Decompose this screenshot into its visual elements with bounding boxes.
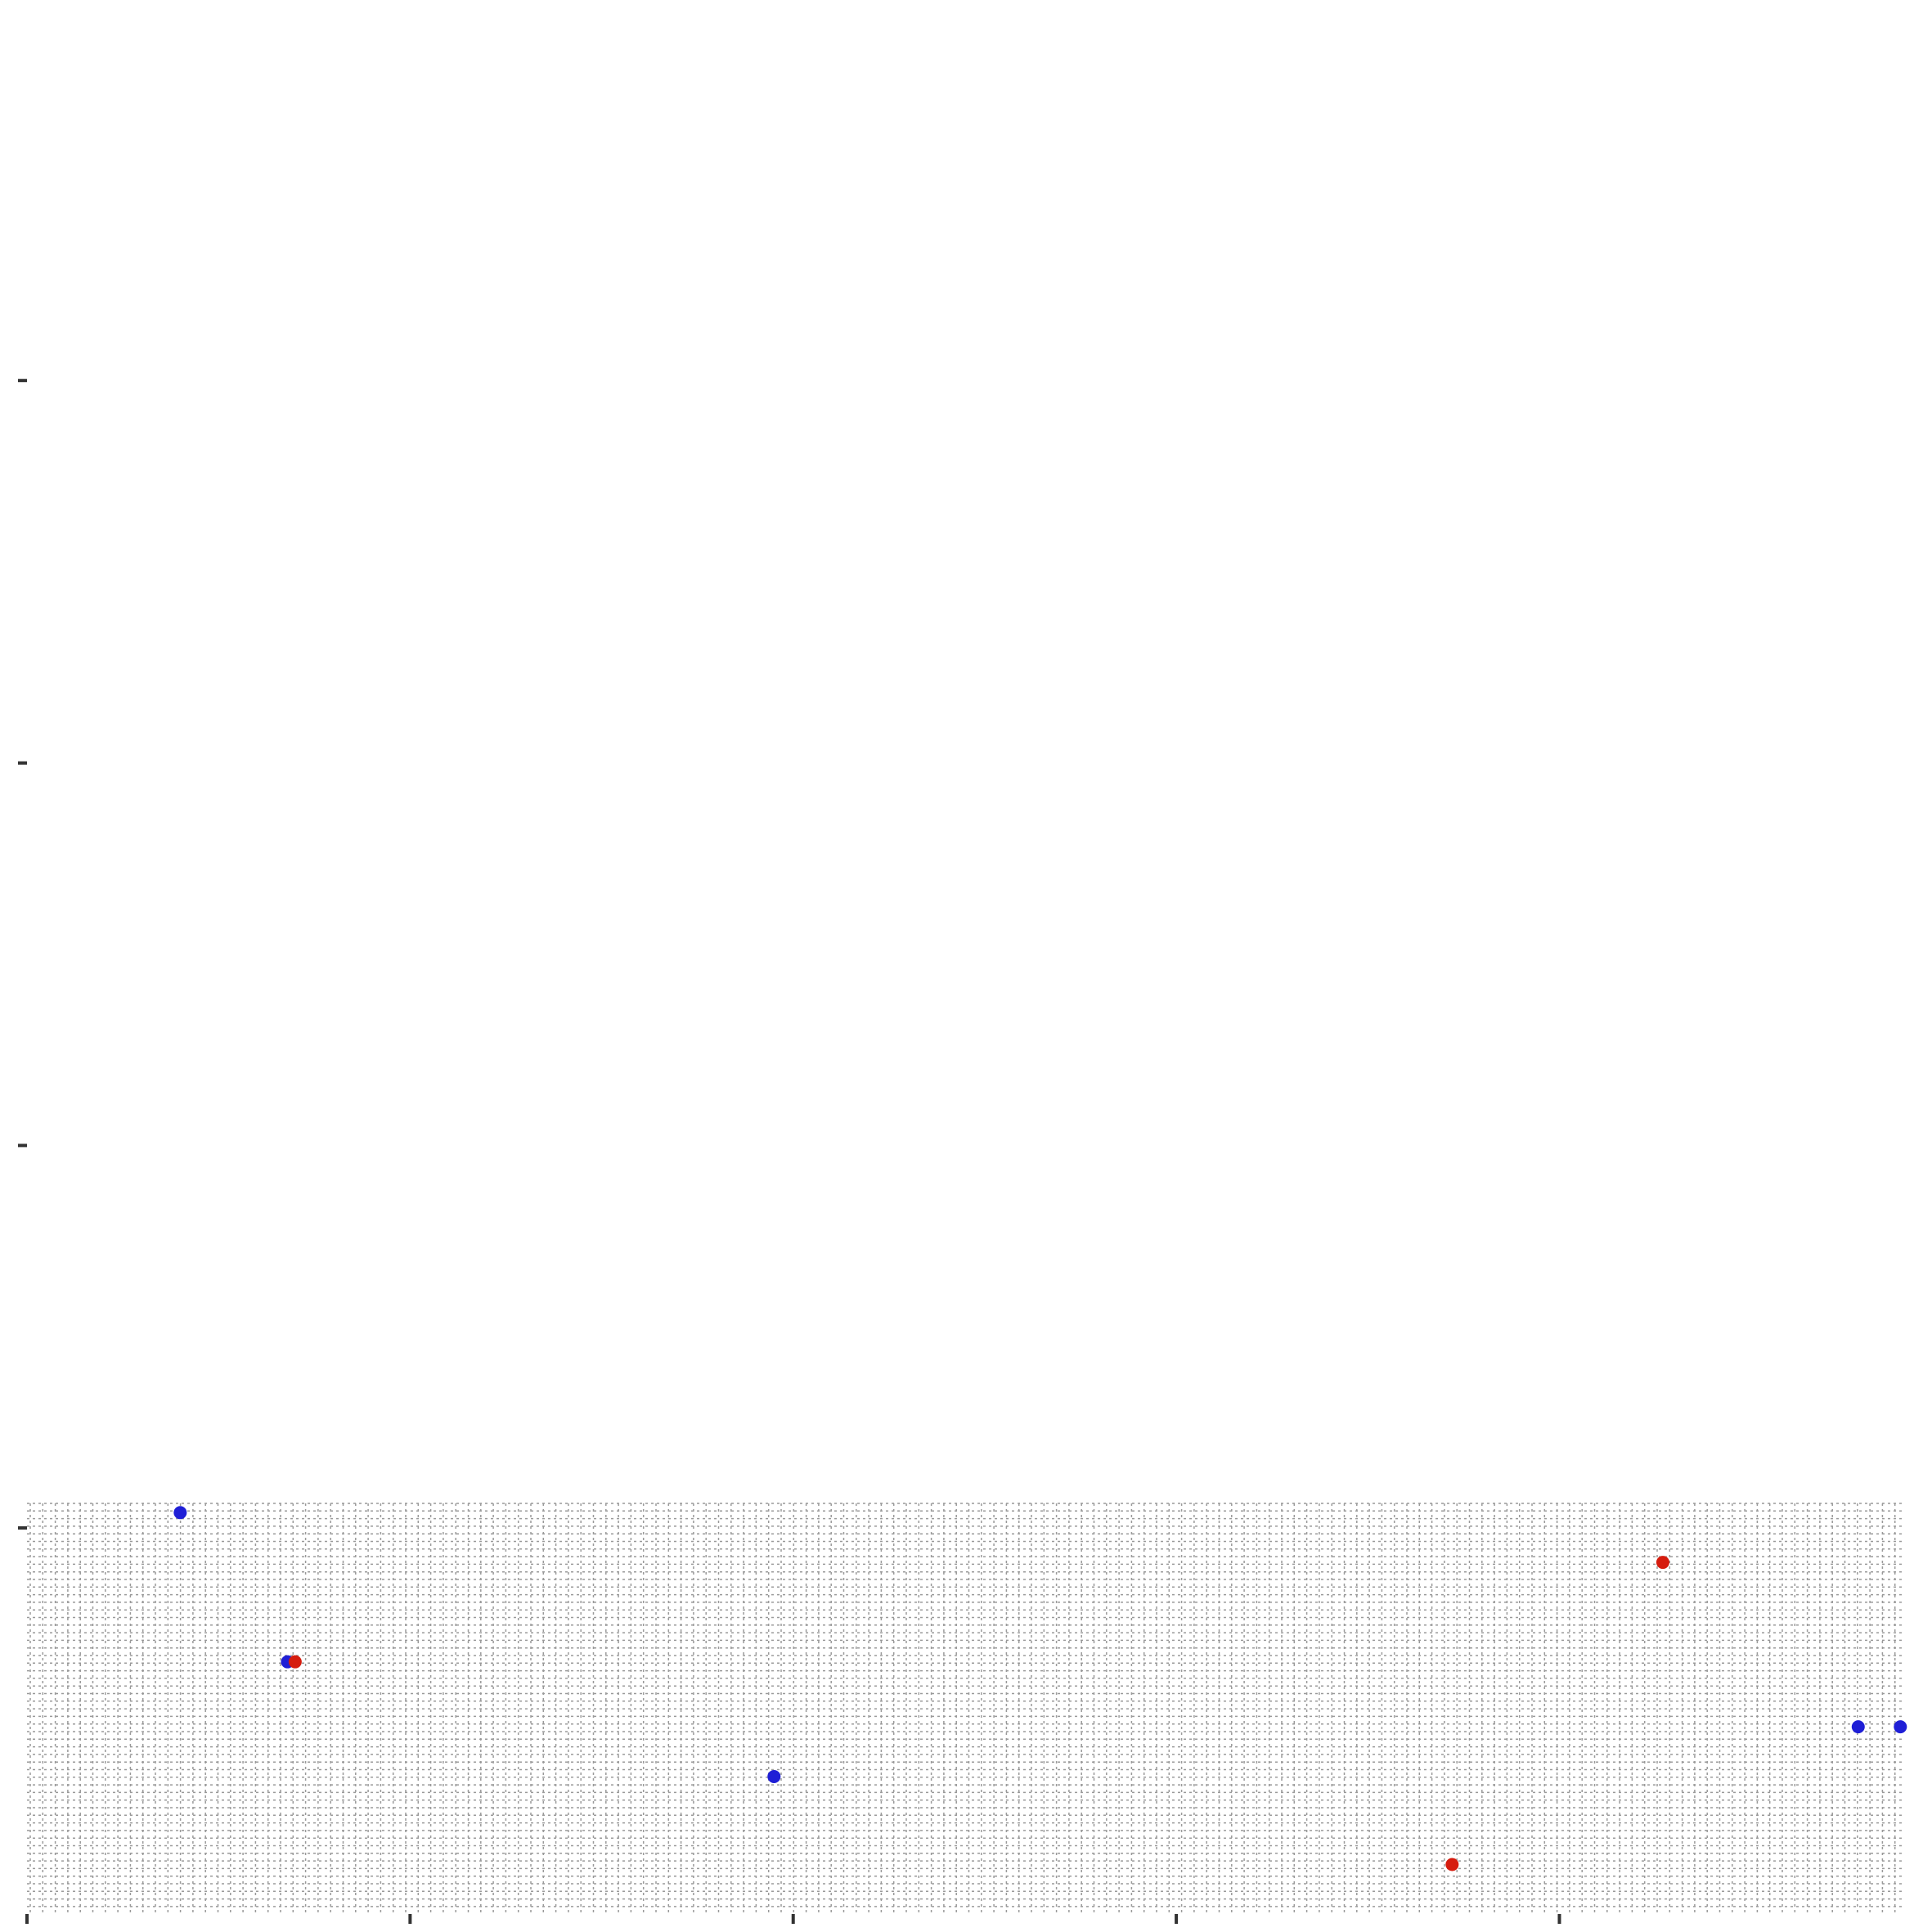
data-point [1445,1858,1458,1871]
data-point [1656,1556,1669,1569]
data-point [767,1770,780,1783]
grid [27,1503,1904,1914]
data-points [173,1506,1907,1871]
data-point [1894,1720,1907,1733]
data-point [1852,1720,1865,1733]
axes [18,380,1559,1924]
data-point [173,1506,186,1519]
data-point [289,1656,302,1669]
